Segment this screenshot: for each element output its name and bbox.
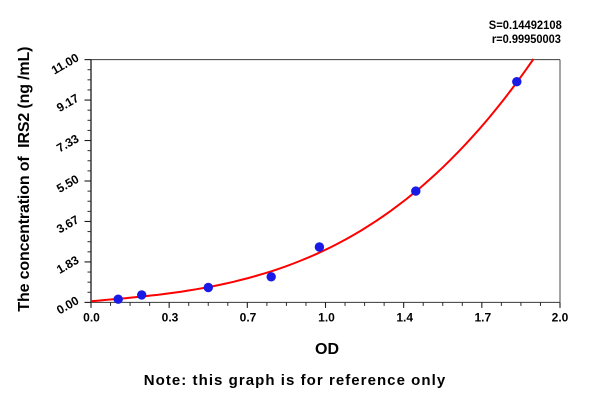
svg-text:S=0.14492108: S=0.14492108	[489, 18, 562, 32]
svg-text:0.3: 0.3	[162, 311, 179, 325]
svg-text:1.4: 1.4	[396, 311, 413, 325]
svg-text:The concentration of IRS2 (ng: The concentration of IRS2 (ng /mL)	[16, 47, 33, 312]
svg-text:2.0: 2.0	[552, 311, 569, 325]
svg-text:1.0: 1.0	[318, 311, 335, 325]
svg-text:OD: OD	[315, 341, 339, 358]
svg-text:1.7: 1.7	[474, 311, 491, 325]
svg-text:r=0.99950003: r=0.99950003	[492, 32, 561, 46]
svg-text:Note: this graph is for refere: Note: this graph is for reference only	[144, 372, 446, 389]
svg-text:0.7: 0.7	[240, 311, 257, 325]
svg-text:0.0: 0.0	[83, 311, 100, 325]
